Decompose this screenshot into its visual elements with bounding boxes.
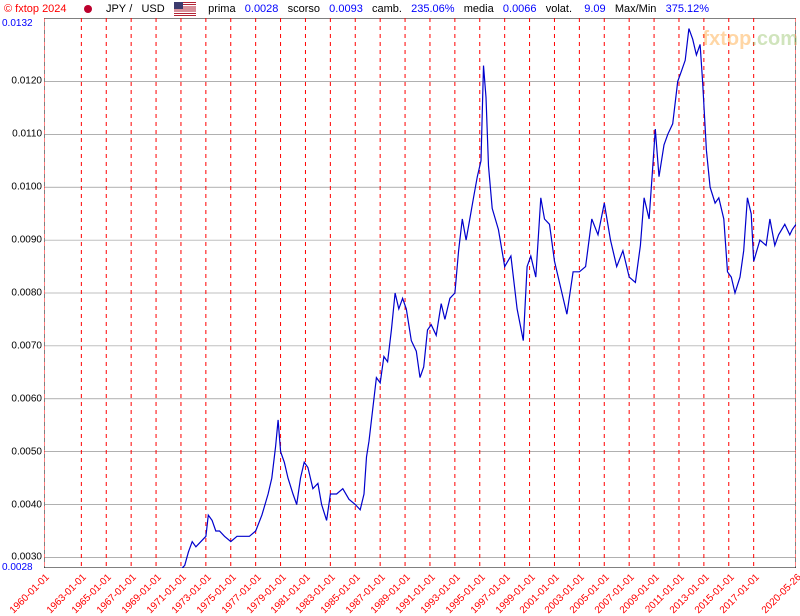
chart-svg (44, 18, 796, 568)
stat-value-prima: 0.0028 (245, 3, 279, 15)
stat-label-camb: camb. (372, 3, 402, 15)
y-min-label: 0.0028 (2, 562, 33, 573)
y-tick-label: 0.0070 (11, 340, 42, 351)
x-axis-labels: 1960-01-011963-01-011965-01-011967-01-01… (44, 568, 796, 600)
y-axis-labels: 0.00300.00400.00500.00600.00700.00800.00… (0, 0, 44, 600)
stat-value-media: 0.0066 (503, 3, 537, 15)
chart-header: © fxtop 2024 JPY / USD prima 0.0028 scor… (0, 2, 800, 18)
us-flag-icon (174, 2, 196, 16)
stat-value-maxmin: 375.12% (666, 3, 709, 15)
stat-value-volat: 9.09 (584, 3, 605, 15)
y-tick-label: 0.0040 (11, 499, 42, 510)
quote-currency-label: USD (141, 3, 164, 15)
stat-label-scorso: scorso (288, 3, 320, 15)
y-tick-label: 0.0110 (12, 129, 42, 140)
y-tick-label: 0.0080 (11, 288, 42, 299)
stat-label-prima: prima (208, 3, 236, 15)
stat-value-scorso: 0.0093 (329, 3, 363, 15)
y-tick-label: 0.0050 (11, 446, 42, 457)
y-tick-label: 0.0090 (11, 235, 42, 246)
stat-label-volat: volat. (546, 3, 572, 15)
stat-label-media: media (464, 3, 494, 15)
y-tick-label: 0.0120 (11, 76, 42, 87)
chart-container: © fxtop 2024 JPY / USD prima 0.0028 scor… (0, 0, 800, 600)
y-tick-label: 0.0100 (11, 182, 42, 193)
stat-label-maxmin: Max/Min (615, 3, 657, 15)
y-tick-label: 0.0060 (11, 393, 42, 404)
x-tick-label: 2020-05-26 (760, 572, 800, 616)
plot-area (44, 18, 796, 568)
stat-value-camb: 235.06% (411, 3, 454, 15)
jp-flag-icon (79, 3, 97, 15)
base-currency-label: JPY (106, 3, 126, 15)
slash-label: / (129, 3, 132, 15)
